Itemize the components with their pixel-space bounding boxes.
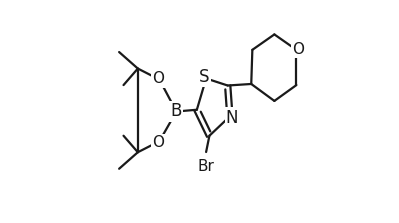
- Text: O: O: [152, 71, 164, 86]
- Text: Br: Br: [198, 159, 215, 174]
- Text: S: S: [199, 68, 209, 86]
- Text: O: O: [292, 42, 304, 57]
- Text: O: O: [152, 135, 164, 150]
- Text: B: B: [171, 103, 182, 120]
- Text: N: N: [226, 109, 238, 127]
